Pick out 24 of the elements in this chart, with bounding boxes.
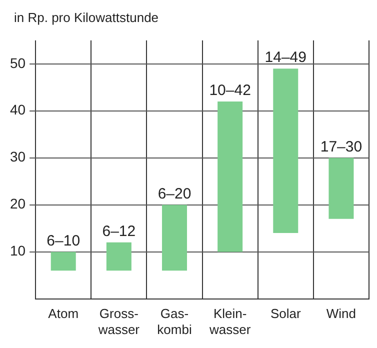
bar bbox=[50, 252, 76, 271]
data-label: 6–20 bbox=[158, 185, 192, 202]
y-tick-label: 20 bbox=[10, 196, 26, 212]
bar bbox=[273, 68, 298, 234]
bar bbox=[162, 204, 188, 271]
y-tick-label: 40 bbox=[10, 102, 26, 118]
y-tick-label: 50 bbox=[10, 54, 26, 71]
x-tick-label: Klein- wasser bbox=[208, 306, 252, 337]
x-tick-label: Solar bbox=[270, 306, 302, 322]
x-tick-label: Wind bbox=[326, 306, 356, 322]
data-label: 14–49 bbox=[264, 49, 306, 66]
x-tick-label: Gross- wasser bbox=[97, 306, 140, 337]
data-label: 17–30 bbox=[320, 138, 362, 156]
x-tick-label: Atom bbox=[48, 306, 79, 322]
y-axis-title: in Rp. pro Kilowattstunde bbox=[14, 10, 159, 25]
bar bbox=[106, 242, 132, 271]
bar bbox=[218, 101, 243, 252]
x-tick-label: Gas- kombi bbox=[157, 306, 192, 337]
bar bbox=[328, 158, 354, 219]
data-label: 10–42 bbox=[209, 82, 251, 100]
data-label: 6–10 bbox=[46, 232, 80, 250]
y-tick-label: 30 bbox=[10, 148, 26, 165]
y-tick-label: 10 bbox=[10, 242, 26, 259]
data-label: 6–12 bbox=[102, 223, 136, 240]
